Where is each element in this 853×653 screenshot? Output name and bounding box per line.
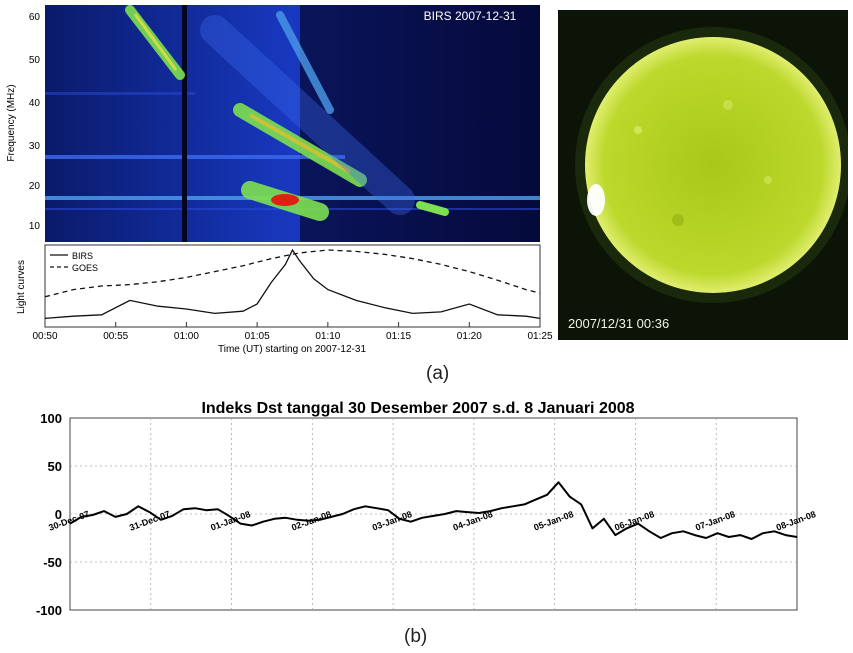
lightcurve-x-label: Time (UT) starting on 2007-12-31 bbox=[218, 344, 366, 355]
sun-image-panel: 2007/12/31 00:36 bbox=[558, 10, 848, 340]
dst-gridlines bbox=[70, 418, 797, 610]
spectrogram-panel: BIRS 2007-12-31 Frequency (MHz) 10 20 30… bbox=[6, 5, 553, 355]
dst-plot-area bbox=[69, 417, 798, 611]
spectrogram-y-tick: 20 bbox=[29, 181, 41, 192]
spectrogram-y-label: Frequency (MHz) bbox=[6, 84, 17, 161]
dst-y-tick-label: 100 bbox=[40, 411, 62, 426]
dst-series bbox=[69, 481, 798, 540]
burst-peak bbox=[271, 194, 299, 206]
lightcurve-x-tick-label: 01:10 bbox=[315, 331, 340, 342]
spectrogram-y-tick: 50 bbox=[29, 55, 41, 66]
lightcurve-x-tick-label: 01:25 bbox=[527, 331, 552, 342]
lightcurve-legend: BIRS GOES bbox=[50, 251, 98, 273]
dst-y-tick-label: -50 bbox=[43, 555, 62, 570]
dst-chart-title: Indeks Dst tanggal 30 Desember 2007 s.d.… bbox=[201, 400, 634, 417]
caption-a: (a) bbox=[426, 363, 450, 384]
dst-y-tick-label: 50 bbox=[48, 459, 62, 474]
spectrogram-bursts bbox=[125, 5, 449, 221]
spectrogram-y-tick: 10 bbox=[29, 221, 41, 232]
spectrogram-y-tick: 30 bbox=[29, 141, 41, 152]
lightcurve-x-ticks: 00:50 00:55 01:00 01:05 01:10 01:15 01:20 01:25 bbox=[32, 322, 553, 342]
lightcurve-x-tick-label: 01:15 bbox=[386, 331, 411, 342]
sun-disk bbox=[585, 37, 841, 293]
limb-flare bbox=[587, 184, 605, 216]
dst-y-tick-label: 0 bbox=[55, 507, 62, 522]
lightcurve-x-tick-label: 00:50 bbox=[32, 331, 57, 342]
dst-line bbox=[69, 481, 798, 540]
lightcurve-x-tick-label: 00:55 bbox=[103, 331, 128, 342]
spectrogram-overlay-title: BIRS 2007-12-31 bbox=[424, 9, 517, 23]
spectrogram-y-tick: 60 bbox=[29, 12, 41, 23]
legend-label-birs: BIRS bbox=[72, 251, 93, 261]
lightcurve-line-birs bbox=[44, 248, 541, 320]
lightcurve-y-label: Light curves bbox=[16, 260, 27, 314]
lightcurve-frame bbox=[44, 244, 541, 328]
sun-timestamp: 2007/12/31 00:36 bbox=[568, 316, 669, 331]
caption-b: (b) bbox=[404, 626, 428, 647]
lightcurve-x-tick-label: 01:05 bbox=[245, 331, 270, 342]
dst-y-ticks: 100 50 0 -50 -100 bbox=[36, 411, 62, 618]
lightcurve-x-tick-label: 01:00 bbox=[174, 331, 199, 342]
spectrogram-data-gap bbox=[182, 5, 187, 242]
lightcurve-x-tick-label: 01:20 bbox=[457, 331, 482, 342]
lightcurve-series bbox=[44, 248, 541, 320]
spectrogram-y-tick: 40 bbox=[29, 98, 41, 109]
dst-y-tick-label: -100 bbox=[36, 603, 62, 618]
dst-chart: Indeks Dst tanggal 30 Desember 2007 s.d.… bbox=[36, 400, 817, 618]
legend-label-goes: GOES bbox=[72, 263, 98, 273]
